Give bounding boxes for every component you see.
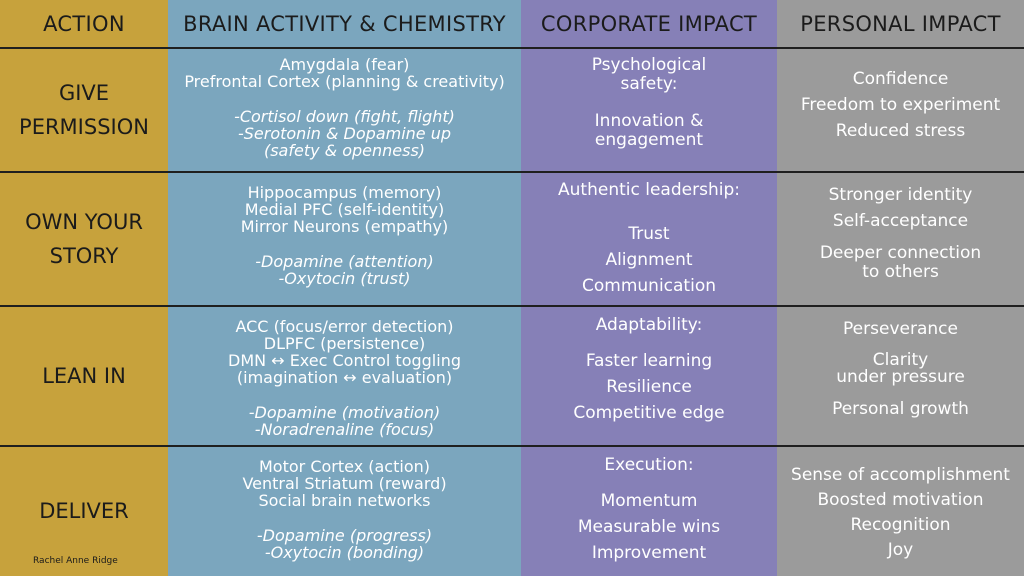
row-divider bbox=[0, 305, 1024, 307]
corporate-line: Competitive edge bbox=[573, 403, 725, 423]
corporate-line: Measurable wins bbox=[577, 517, 721, 537]
chem-line: -Dopamine (progress) bbox=[256, 526, 433, 545]
corporate-cell-lean-in: Adaptability: Faster learning Resilience… bbox=[521, 306, 777, 446]
personal-cell-deliver: Sense of accomplishment Boosted motivati… bbox=[777, 446, 1024, 576]
brain-line: Motor Cortex (action) bbox=[259, 457, 430, 476]
corporate-line: Trust bbox=[628, 224, 670, 244]
chem-line: -Oxytocin (trust) bbox=[278, 269, 411, 288]
corporate-line: Adaptability: bbox=[595, 315, 703, 335]
corporate-line: Momentum bbox=[600, 491, 698, 511]
personal-line: Sense of accomplishment bbox=[791, 465, 1010, 485]
action-line: STORY bbox=[49, 244, 119, 268]
personal-cell-own-your-story: Stronger identity Self-acceptance Deeper… bbox=[777, 172, 1024, 306]
personal-line: Stronger identity bbox=[828, 185, 973, 205]
personal-line: Reduced stress bbox=[835, 121, 966, 141]
personal-cell-give-permission: Confidence Freedom to experiment Reduced… bbox=[777, 48, 1024, 172]
brain-cell-lean-in: ACC (focus/error detection) DLPFC (persi… bbox=[168, 306, 521, 446]
brain-cell-own-your-story: Hippocampus (memory) Medial PFC (self-id… bbox=[168, 172, 521, 306]
header-brain-activity: BRAIN ACTIVITY & CHEMISTRY bbox=[168, 0, 521, 48]
chem-line: -Oxytocin (bonding) bbox=[264, 543, 425, 562]
brain-line: DMN ↔ Exec Control toggling bbox=[228, 351, 461, 370]
brain-line: Social brain networks bbox=[258, 491, 431, 510]
personal-line: Clarity bbox=[872, 350, 929, 370]
chem-line: -Cortisol down (fight, flight) bbox=[234, 107, 455, 126]
brain-line: Ventral Striatum (reward) bbox=[242, 474, 447, 493]
personal-line: Joy bbox=[887, 540, 914, 560]
chem-line: -Dopamine (attention) bbox=[255, 252, 434, 271]
header-action: ACTION bbox=[0, 0, 168, 48]
brain-line: Prefrontal Cortex (planning & creativity… bbox=[184, 72, 505, 91]
brain-line: Hippocampus (memory) bbox=[247, 183, 442, 202]
action-give-permission: GIVE PERMISSION bbox=[0, 48, 168, 172]
corporate-line: Faster learning bbox=[585, 351, 713, 371]
personal-line: Perseverance bbox=[843, 319, 958, 339]
personal-line: Personal growth bbox=[832, 399, 969, 419]
action-own-your-story: OWN YOUR STORY bbox=[0, 172, 168, 306]
corporate-line: Psychological bbox=[591, 55, 707, 75]
author-credit: Rachel Anne Ridge bbox=[33, 556, 118, 566]
action-line: LEAN IN bbox=[42, 364, 126, 388]
header-corporate-impact: CORPORATE IMPACT bbox=[521, 0, 777, 48]
action-line: PERMISSION bbox=[19, 115, 149, 139]
corporate-line: Execution: bbox=[604, 455, 694, 475]
action-lean-in: LEAN IN bbox=[0, 306, 168, 446]
corporate-cell-deliver: Execution: Momentum Measurable wins Impr… bbox=[521, 446, 777, 576]
action-line: DELIVER bbox=[39, 499, 129, 523]
header-personal-impact: PERSONAL IMPACT bbox=[777, 0, 1024, 48]
corporate-line: Communication bbox=[582, 276, 716, 296]
chem-line: (safety & openness) bbox=[263, 141, 426, 160]
brain-line: (imagination ↔ evaluation) bbox=[236, 368, 453, 387]
corporate-line: Improvement bbox=[591, 543, 707, 563]
personal-line: Freedom to experiment bbox=[800, 95, 1001, 115]
chem-line: -Serotonin & Dopamine up bbox=[237, 124, 452, 143]
action-line: GIVE bbox=[58, 81, 110, 105]
brain-line: ACC (focus/error detection) bbox=[235, 317, 454, 336]
personal-line: under pressure bbox=[836, 367, 965, 387]
corporate-line: Resilience bbox=[606, 377, 692, 397]
corporate-line: Authentic leadership: bbox=[558, 180, 740, 200]
brain-cell-give-permission: Amygdala (fear) Prefrontal Cortex (plann… bbox=[168, 48, 521, 172]
brain-cell-deliver: Motor Cortex (action) Ventral Striatum (… bbox=[168, 446, 521, 576]
personal-cell-lean-in: Perseverance Clarity under pressure Pers… bbox=[777, 306, 1024, 446]
brain-line: DLPFC (persistence) bbox=[263, 334, 426, 353]
brain-line: Mirror Neurons (empathy) bbox=[240, 217, 449, 236]
row-divider bbox=[0, 445, 1024, 447]
corporate-line: safety: bbox=[620, 74, 678, 94]
corporate-cell-give-permission: Psychological safety: Innovation & engag… bbox=[521, 48, 777, 172]
row-divider bbox=[0, 47, 1024, 49]
chem-line: -Noradrenaline (focus) bbox=[254, 420, 435, 439]
corporate-line: engagement bbox=[594, 130, 704, 150]
corporate-cell-own-your-story: Authentic leadership: Trust Alignment Co… bbox=[521, 172, 777, 306]
personal-line: Recognition bbox=[850, 515, 951, 535]
action-line: OWN YOUR bbox=[25, 210, 143, 234]
personal-line: Boosted motivation bbox=[817, 490, 984, 510]
action-deliver: DELIVER bbox=[0, 446, 168, 576]
corporate-line: Innovation & bbox=[594, 111, 704, 131]
personal-line: to others bbox=[862, 262, 939, 282]
brain-line: Amygdala (fear) bbox=[279, 55, 410, 74]
corporate-line: Alignment bbox=[605, 250, 693, 270]
brain-line: Medial PFC (self-identity) bbox=[244, 200, 445, 219]
personal-line: Confidence bbox=[852, 69, 949, 89]
chem-line: -Dopamine (motivation) bbox=[248, 403, 441, 422]
personal-line: Deeper connection bbox=[819, 243, 982, 263]
personal-line: Self-acceptance bbox=[832, 211, 969, 231]
row-divider bbox=[0, 171, 1024, 173]
